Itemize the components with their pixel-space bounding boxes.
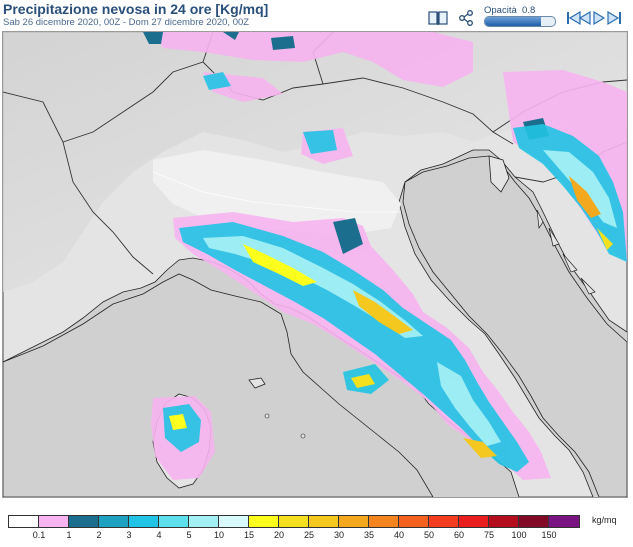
last-frame-icon[interactable]: [606, 10, 624, 31]
map-subtitle: Sab 26 dicembre 2020, 00Z - Dom 27 dicem…: [3, 17, 250, 28]
legend-tick-label: 150: [541, 530, 557, 540]
legend-swatch: [429, 516, 459, 527]
share-icon[interactable]: [458, 10, 474, 31]
legend-swatch: [9, 516, 39, 527]
legend-tick-label: 2: [96, 530, 102, 540]
legend-tick-label: 40: [393, 530, 404, 540]
legend-tick-label: 4: [156, 530, 162, 540]
legend-colorbar: [8, 515, 580, 528]
legend-tick-label: 75: [483, 530, 494, 540]
legend-tick-label: 35: [363, 530, 374, 540]
small-island: [264, 413, 270, 419]
legend-swatch: [309, 516, 339, 527]
legend-swatch: [69, 516, 99, 527]
istria-peninsula: [488, 155, 510, 193]
small-island: [300, 433, 306, 439]
legend-swatch: [519, 516, 549, 527]
legend-tick-label: 1: [66, 530, 72, 540]
legend-unit-label: kg/mq: [592, 515, 617, 525]
legend-swatch: [279, 516, 309, 527]
legend-tick-label: 20: [273, 530, 284, 540]
legend-swatch: [219, 516, 249, 527]
po-valley: [153, 150, 401, 234]
map-title: Precipitazione nevosa in 24 ore [Kg/mq]: [3, 1, 269, 17]
legend-swatch: [39, 516, 69, 527]
croatian-islands: [536, 209, 596, 295]
legend-tick-label: 5: [186, 530, 192, 540]
legend-tick-label: 60: [453, 530, 464, 540]
legend-swatch: [549, 516, 579, 527]
legend-tick-label: 15: [243, 530, 254, 540]
elba-island: [248, 377, 266, 389]
legend-tick-label: 25: [303, 530, 314, 540]
legend-swatch: [159, 516, 189, 527]
book-icon[interactable]: [428, 10, 448, 31]
legend-swatch: [489, 516, 519, 527]
previous-frame-icon[interactable]: [578, 10, 592, 31]
legend-tick-label: 50: [423, 530, 434, 540]
legend-swatch: [399, 516, 429, 527]
legend-swatch: [369, 516, 399, 527]
legend-swatch: [129, 516, 159, 527]
legend-swatch: [249, 516, 279, 527]
legend-tick-label: 100: [511, 530, 527, 540]
legend-swatch: [99, 516, 129, 527]
legend-tick-label: 10: [213, 530, 224, 540]
map-canvas: [3, 32, 627, 497]
snowfall-map[interactable]: [2, 31, 628, 498]
legend-tick-label: 0.1: [32, 530, 46, 540]
opacity-slider-fill: [485, 17, 541, 26]
legend-swatch: [189, 516, 219, 527]
alps-relief: [3, 32, 627, 292]
legend-tick-label: 30: [333, 530, 344, 540]
legend-swatch: [459, 516, 489, 527]
opacity-slider[interactable]: [484, 16, 556, 27]
legend-swatch: [339, 516, 369, 527]
next-frame-icon[interactable]: [592, 10, 606, 31]
header: Precipitazione nevosa in 24 ore [Kg/mq] …: [0, 0, 633, 32]
tyrrhenian-sea: [3, 273, 434, 497]
legend-tick-label: 3: [126, 530, 132, 540]
snowfall-extreme-areas: [169, 176, 613, 458]
opacity-label: Opacità 0.8: [484, 5, 536, 16]
